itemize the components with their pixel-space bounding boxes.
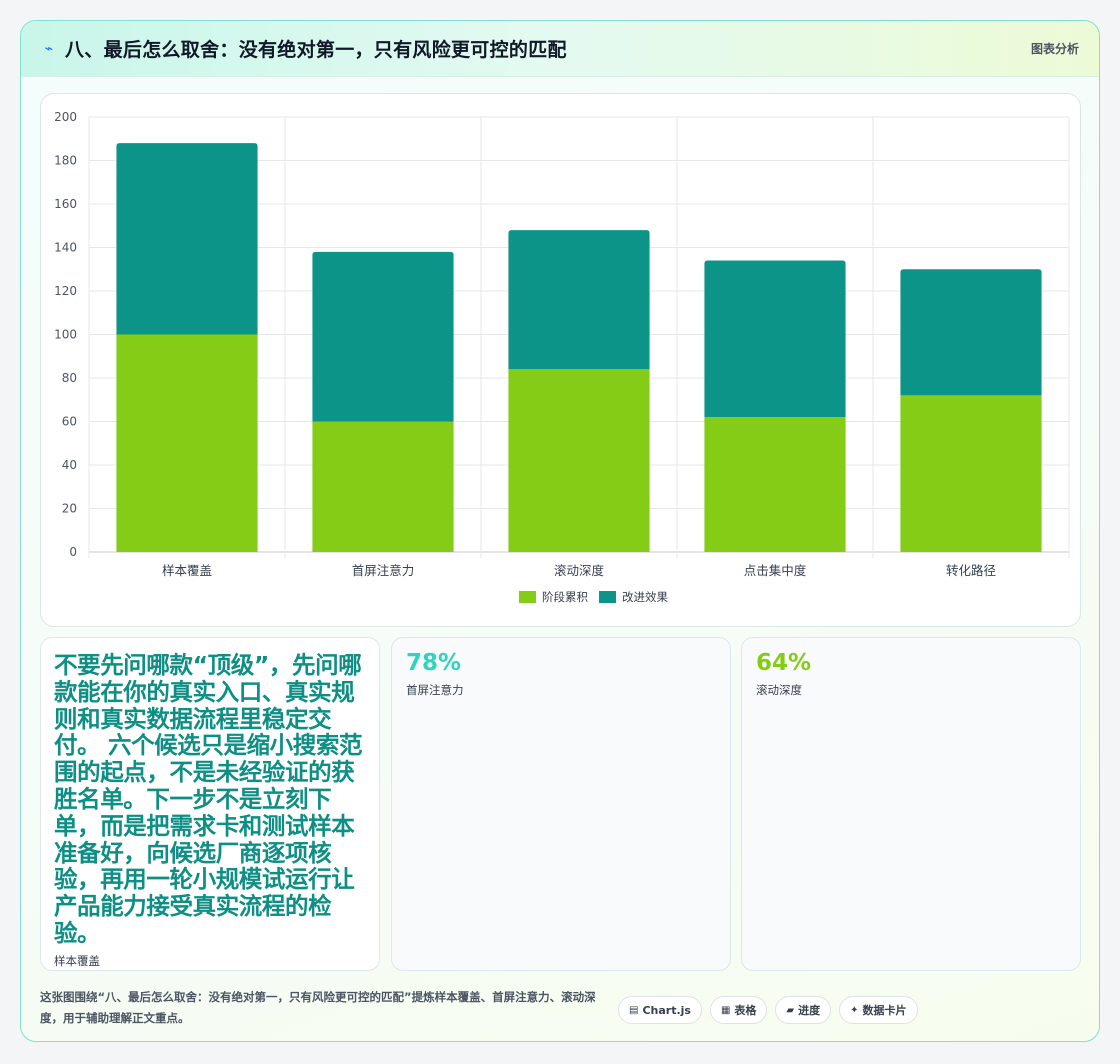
x-tick-label: 转化路径 bbox=[946, 563, 996, 578]
y-tick-label: 40 bbox=[62, 458, 77, 472]
bar-improvement bbox=[116, 143, 258, 335]
x-tick-label: 样本覆盖 bbox=[162, 563, 212, 578]
stacked-bar-chart: 0 20 40 60 80 100 120 140 160 180 200 样本覆盖 首屏注意力 滚动深度… bbox=[54, 110, 1070, 604]
chip-chartjs[interactable]: ▤ Chart.js bbox=[618, 996, 702, 1024]
legend-swatch bbox=[599, 591, 616, 603]
lightning-icon: ⌁ bbox=[44, 40, 54, 57]
kpi-value: 64% bbox=[756, 650, 812, 676]
y-tick-label: 80 bbox=[62, 371, 77, 385]
legend-swatch bbox=[519, 591, 536, 603]
bar-stage bbox=[900, 395, 1042, 552]
chip-progress[interactable]: ▰ 进度 bbox=[775, 996, 832, 1024]
bar-stage bbox=[508, 369, 650, 552]
chip-table[interactable]: ▦ 表格 bbox=[709, 996, 768, 1024]
chart-caption: 这张图围绕“八、最后怎么取舍：没有绝对第一，只有风险更可控的匹配”提炼样本覆盖、… bbox=[40, 990, 596, 1025]
tag-chips: ▤ Chart.js ▦ 表格 ▰ 进度 ✦ 数据卡片 bbox=[618, 996, 918, 1024]
y-tick-label: 120 bbox=[54, 284, 77, 298]
sparkle-icon: ✦ bbox=[850, 1004, 859, 1016]
x-tick-label: 滚动深度 bbox=[554, 563, 605, 578]
kpi-card-sample-coverage: 不要先问哪款“顶级”，先问哪款能在你的真实入口、真实规则和真实数据流程里稳定交付… bbox=[40, 637, 380, 971]
y-tick-label: 200 bbox=[54, 110, 77, 124]
kpi-value: 不要先问哪款“顶级”，先问哪款能在你的真实入口、真实规则和真实数据流程里稳定交付… bbox=[54, 651, 363, 947]
x-tick-label: 点击集中度 bbox=[744, 563, 807, 578]
chart-icon: ▤ bbox=[629, 1004, 639, 1016]
kpi-label: 样本覆盖 bbox=[54, 953, 100, 968]
bar-improvement bbox=[704, 260, 846, 418]
kpi-card-scroll-depth: 64% 滚动深度 bbox=[741, 637, 1081, 971]
bar-improvement bbox=[508, 230, 650, 370]
y-tick-label: 20 bbox=[62, 502, 77, 516]
kpi-row: 不要先问哪款“顶级”，先问哪款能在你的真实入口、真实规则和真实数据流程里稳定交付… bbox=[40, 637, 1081, 971]
chart-card: ⌁ 八、最后怎么取舍：没有绝对第一，只有风险更可控的匹配 图表分析 0 20 40 6… bbox=[20, 20, 1100, 1042]
bar-stage bbox=[704, 417, 846, 552]
bar-improvement bbox=[900, 269, 1042, 396]
y-tick-label: 160 bbox=[54, 197, 77, 211]
y-tick-label: 180 bbox=[54, 154, 77, 168]
card-header: ⌁ 八、最后怎么取舍：没有绝对第一，只有风险更可控的匹配 图表分析 bbox=[21, 21, 1099, 77]
bar-stage bbox=[312, 421, 454, 552]
y-tick-label: 0 bbox=[69, 545, 77, 559]
y-tick-label: 60 bbox=[62, 415, 77, 429]
kpi-value: 78% bbox=[406, 650, 462, 676]
table-icon: ▦ bbox=[720, 1004, 731, 1016]
bar-stage bbox=[116, 334, 258, 552]
kpi-label: 首屏注意力 bbox=[406, 683, 464, 697]
chip-data-card[interactable]: ✦ 数据卡片 bbox=[839, 996, 918, 1024]
legend-label: 阶段累积 bbox=[542, 590, 588, 604]
chart-analysis-tag: 图表分析 bbox=[1030, 42, 1079, 56]
y-tick-label: 100 bbox=[54, 328, 77, 342]
bar-improvement bbox=[312, 251, 454, 422]
chart-panel: 0 20 40 60 80 100 120 140 160 180 200 样本覆盖 首屏注意力 滚动深度… bbox=[40, 93, 1081, 627]
legend-label: 改进效果 bbox=[622, 590, 668, 604]
kpi-card-first-screen-attention: 78% 首屏注意力 bbox=[391, 637, 731, 971]
x-tick-label: 首屏注意力 bbox=[352, 563, 415, 578]
progress-icon: ▰ bbox=[786, 1004, 795, 1016]
page-title: 八、最后怎么取舍：没有绝对第一，只有风险更可控的匹配 bbox=[65, 39, 567, 61]
kpi-label: 滚动深度 bbox=[756, 683, 802, 697]
y-tick-label: 140 bbox=[54, 241, 77, 255]
